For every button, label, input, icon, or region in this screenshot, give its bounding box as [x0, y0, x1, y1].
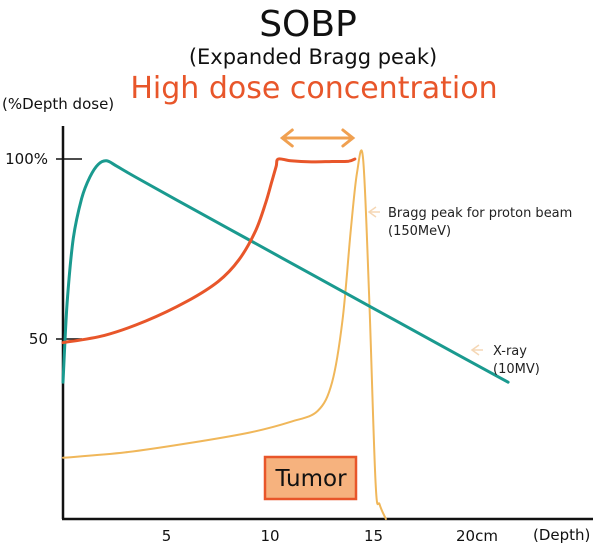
range-arrow-head	[279, 128, 294, 148]
x-tick-label: 5	[162, 527, 172, 545]
tumor-box	[263, 455, 358, 501]
xray-sublabel: (10MV)	[493, 362, 540, 377]
y-axis-label: (%Depth dose)	[2, 95, 114, 113]
x-tick-label: 20cm	[456, 527, 498, 545]
range-arrow-head	[341, 128, 356, 148]
range-arrow	[279, 128, 356, 148]
bragg-pointer	[367, 206, 380, 218]
x-axis-label: (Depth)	[533, 526, 590, 544]
bragg-label: Bragg peak for proton beam	[388, 206, 572, 221]
series-line-sobp	[61, 157, 357, 345]
chart-title: SOBP	[259, 4, 357, 45]
y-tick-label: 50	[29, 330, 48, 348]
chart-subtitle: (Expanded Bragg peak)	[189, 45, 437, 69]
series-line-x-ray	[61, 159, 510, 384]
xray-pointer	[470, 344, 483, 356]
xray-label: X-ray	[493, 344, 527, 359]
tick-group: 5 10 15 20cm 100% 50	[5, 150, 498, 545]
series-group	[61, 149, 510, 520]
bragg-sublabel: (150MeV)	[388, 224, 451, 239]
headline: High dose concentration	[130, 71, 497, 106]
y-tick-label: 100%	[5, 150, 48, 168]
series-line-bragg-peak-for-proton-beam	[62, 149, 387, 520]
x-tick-label: 15	[364, 527, 383, 545]
x-tick-label: 10	[260, 527, 279, 545]
tumor-label: Tumor	[274, 466, 347, 492]
